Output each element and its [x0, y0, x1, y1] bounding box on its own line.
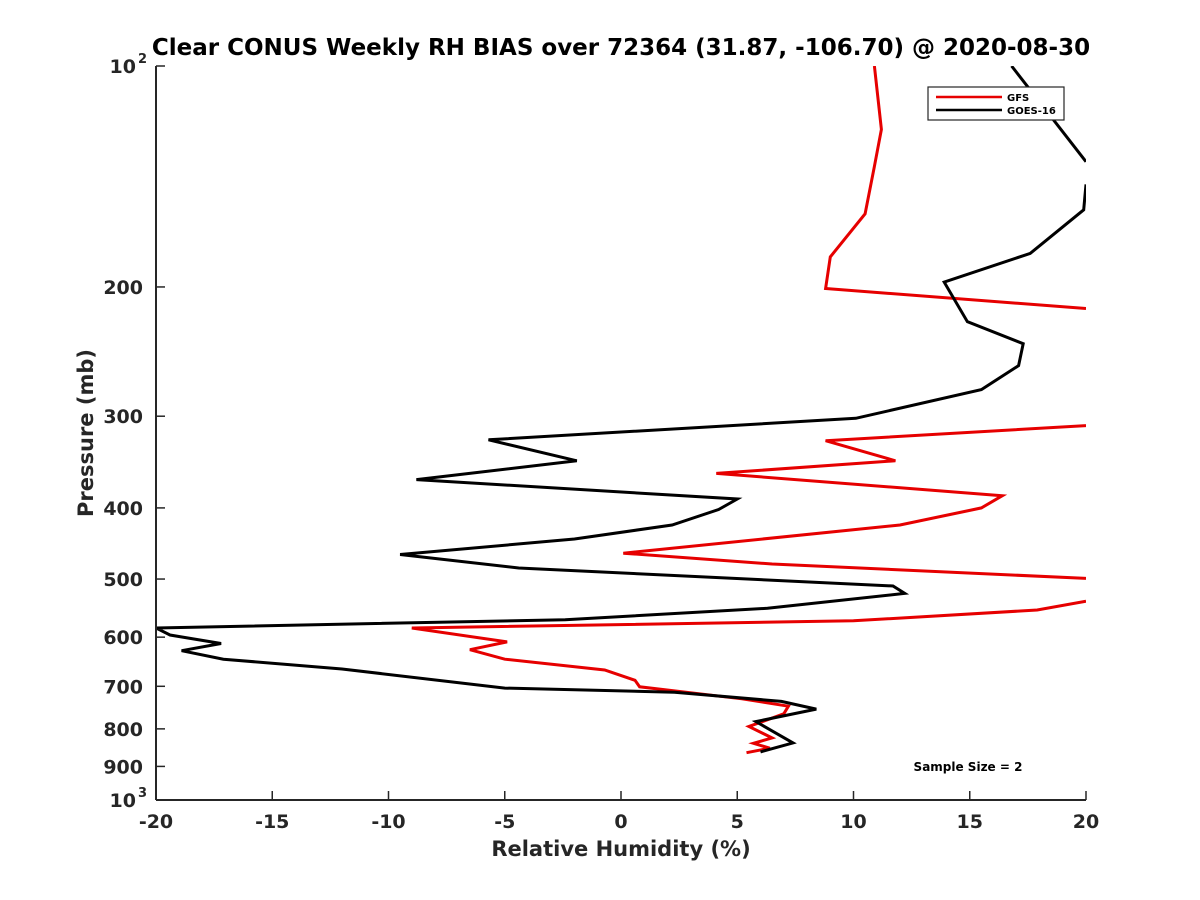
legend-label-goes-16: GOES-16 [1007, 106, 1056, 117]
chart-title: Clear CONUS Weekly RH BIAS over 72364 (3… [152, 35, 1090, 61]
y-tick-label: 200 [103, 277, 143, 299]
y-tick-label: 10 [110, 56, 136, 78]
y-tick-label: 500 [103, 569, 143, 591]
y-axis-label: Pressure (mb) [74, 349, 98, 517]
legend-box [927, 86, 1065, 121]
series-layer [156, 66, 1086, 755]
x-tick-label: -10 [371, 811, 405, 833]
y-tick-label-exponent: 3 [138, 786, 147, 801]
y-tick-label: 10 [110, 790, 136, 812]
y-tick-label: 600 [103, 627, 143, 649]
series-line-gfs-segment-2 [411, 599, 1086, 755]
x-tick-label: -20 [139, 811, 173, 833]
legend: GFS GOES-16 [927, 86, 1065, 121]
x-tick-label: 20 [1073, 811, 1099, 833]
series-line-goes-16-segment-1 [156, 184, 1086, 754]
x-tick-label: -5 [494, 811, 515, 833]
x-tick-label: -15 [255, 811, 289, 833]
sample-size-annotation: Sample Size = 2 [914, 760, 1023, 774]
y-tick-label: 400 [103, 498, 143, 520]
x-tick-label: 0 [614, 811, 627, 833]
y-tick-label-exponent: 2 [138, 52, 147, 67]
series-line-gfs-segment-1 [623, 424, 1086, 580]
y-tick-label: 800 [103, 719, 143, 741]
x-tick-group: -20 -15 -10 -5 0 5 10 15 20 [139, 791, 1099, 833]
x-tick-label: 15 [957, 811, 983, 833]
x-tick-label: 10 [840, 811, 866, 833]
y-tick-label: 900 [103, 756, 143, 778]
y-tick-label: 700 [103, 676, 143, 698]
x-axis-label: Relative Humidity (%) [491, 837, 750, 861]
x-tick-label: 5 [731, 811, 744, 833]
y-tick-label: 300 [103, 406, 143, 428]
legend-label-gfs: GFS [1007, 93, 1029, 104]
series-line-gfs-segment-0 [823, 66, 1086, 310]
